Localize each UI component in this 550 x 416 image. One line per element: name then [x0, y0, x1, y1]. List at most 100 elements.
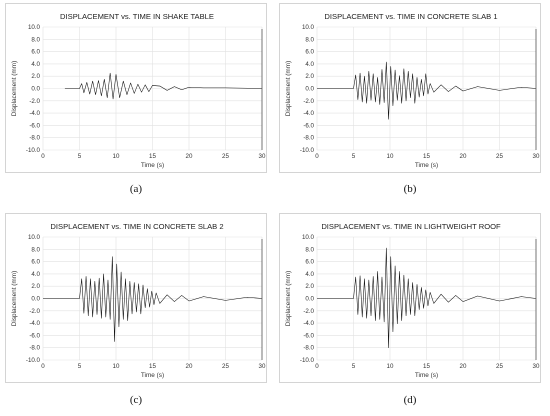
series-line — [317, 61, 537, 120]
y-tick-label: 8.0 — [31, 246, 40, 253]
y-tick-label: -2.0 — [303, 308, 314, 315]
chart-panel-concrete-slab-2: DISPLACEMENT vs. TIME IN CONCRETE SLAB 2… — [5, 213, 267, 383]
x-axis-label: Time (s) — [141, 372, 164, 379]
y-tick-label: 0.0 — [31, 86, 40, 93]
series-line — [43, 256, 263, 342]
x-tick-label: 25 — [496, 363, 503, 370]
y-tick-label: -8.0 — [303, 345, 314, 352]
chart-title: DISPLACEMENT vs. TIME IN CONCRETE SLAB 2 — [50, 222, 223, 231]
y-tick-label: -8.0 — [29, 345, 40, 352]
series-line — [317, 247, 537, 348]
x-tick-label: 10 — [113, 153, 120, 160]
y-tick-label: 6.0 — [31, 259, 40, 266]
y-tick-label: 0.0 — [305, 86, 314, 93]
x-tick-label: 5 — [352, 363, 356, 370]
x-tick-label: 30 — [533, 363, 540, 370]
y-axis-label: Displacement (mm) — [285, 61, 292, 116]
series-line — [64, 72, 263, 100]
x-axis-label: Time (s) — [141, 162, 164, 169]
y-axis-label: Displacement (mm) — [285, 271, 292, 326]
x-tick-label: 0 — [315, 363, 319, 370]
chart-svg-lightweight-roof: DISPLACEMENT vs. TIME IN LIGHTWEIGHT ROO… — [285, 222, 540, 379]
x-tick-label: 5 — [78, 153, 82, 160]
x-tick-label: 30 — [533, 153, 540, 160]
y-tick-label: -4.0 — [303, 320, 314, 327]
chart-title: DISPLACEMENT vs. TIME IN SHAKE TABLE — [60, 12, 214, 21]
x-tick-label: 15 — [423, 153, 430, 160]
x-tick-label: 5 — [78, 363, 82, 370]
chart-panel-lightweight-roof: DISPLACEMENT vs. TIME IN LIGHTWEIGHT ROO… — [279, 213, 541, 383]
y-tick-label: 2.0 — [31, 73, 40, 80]
y-tick-label: -2.0 — [29, 98, 40, 105]
x-tick-label: 0 — [315, 153, 319, 160]
chart-title: DISPLACEMENT vs. TIME IN LIGHTWEIGHT ROO… — [321, 222, 501, 231]
y-tick-label: 10.0 — [302, 24, 315, 31]
y-tick-label: 0.0 — [305, 296, 314, 303]
x-axis-label: Time (s) — [415, 162, 438, 169]
y-tick-label: 2.0 — [31, 283, 40, 290]
x-tick-label: 25 — [222, 363, 229, 370]
x-tick-label: 10 — [113, 363, 120, 370]
y-tick-label: -6.0 — [303, 122, 314, 129]
y-tick-label: 4.0 — [31, 271, 40, 278]
chart-svg-concrete-slab-2: DISPLACEMENT vs. TIME IN CONCRETE SLAB 2… — [11, 222, 266, 379]
y-axis-label: Displacement (mm) — [11, 61, 18, 116]
x-tick-label: 20 — [186, 153, 193, 160]
x-axis-label: Time (s) — [415, 372, 438, 379]
x-tick-label: 30 — [259, 363, 266, 370]
y-tick-label: -2.0 — [29, 308, 40, 315]
y-tick-label: 4.0 — [31, 61, 40, 68]
y-tick-label: 6.0 — [305, 49, 314, 56]
caption-b: (b) — [403, 183, 417, 195]
y-tick-label: 8.0 — [305, 246, 314, 253]
caption-a: (a) — [129, 183, 143, 195]
y-tick-label: 0.0 — [31, 296, 40, 303]
y-tick-label: -10.0 — [26, 357, 41, 364]
x-tick-label: 25 — [496, 153, 503, 160]
x-tick-label: 0 — [41, 363, 45, 370]
y-tick-label: 2.0 — [305, 73, 314, 80]
x-tick-label: 5 — [352, 153, 356, 160]
x-tick-label: 15 — [149, 153, 156, 160]
y-tick-label: -10.0 — [300, 357, 315, 364]
y-tick-label: 10.0 — [28, 234, 41, 241]
y-tick-label: -10.0 — [300, 147, 315, 154]
y-tick-label: 6.0 — [305, 259, 314, 266]
x-tick-label: 10 — [387, 153, 394, 160]
y-tick-label: -6.0 — [303, 332, 314, 339]
y-tick-label: -8.0 — [29, 135, 40, 142]
x-tick-label: 20 — [460, 363, 467, 370]
x-tick-label: 15 — [149, 363, 156, 370]
y-tick-label: 2.0 — [305, 283, 314, 290]
y-tick-label: -6.0 — [29, 122, 40, 129]
caption-c: (c) — [129, 394, 143, 406]
x-tick-label: 20 — [460, 153, 467, 160]
y-tick-label: 10.0 — [302, 234, 315, 241]
y-tick-label: -4.0 — [29, 110, 40, 117]
x-tick-label: 15 — [423, 363, 430, 370]
y-tick-label: 4.0 — [305, 61, 314, 68]
y-tick-label: -8.0 — [303, 135, 314, 142]
y-tick-label: -2.0 — [303, 98, 314, 105]
y-tick-label: 8.0 — [31, 36, 40, 43]
x-tick-label: 20 — [186, 363, 193, 370]
y-tick-label: -6.0 — [29, 332, 40, 339]
chart-panel-concrete-slab-1: DISPLACEMENT vs. TIME IN CONCRETE SLAB 1… — [279, 3, 541, 173]
caption-d: (d) — [403, 394, 417, 406]
x-tick-label: 0 — [41, 153, 45, 160]
x-tick-label: 25 — [222, 153, 229, 160]
y-tick-label: -4.0 — [29, 320, 40, 327]
y-axis-label: Displacement (mm) — [11, 271, 18, 326]
y-tick-label: 8.0 — [305, 36, 314, 43]
y-tick-label: 10.0 — [28, 24, 41, 31]
chart-svg-concrete-slab-1: DISPLACEMENT vs. TIME IN CONCRETE SLAB 1… — [285, 12, 540, 169]
y-tick-label: -10.0 — [26, 147, 41, 154]
chart-title: DISPLACEMENT vs. TIME IN CONCRETE SLAB 1 — [324, 12, 497, 21]
x-tick-label: 10 — [387, 363, 394, 370]
y-tick-label: -4.0 — [303, 110, 314, 117]
chart-svg-shake-table: DISPLACEMENT vs. TIME IN SHAKE TABLE 10.0… — [11, 12, 266, 169]
y-tick-label: 6.0 — [31, 49, 40, 56]
y-tick-label: 4.0 — [305, 271, 314, 278]
chart-panel-shake-table: DISPLACEMENT vs. TIME IN SHAKE TABLE 10.0… — [5, 3, 267, 173]
x-tick-label: 30 — [259, 153, 266, 160]
